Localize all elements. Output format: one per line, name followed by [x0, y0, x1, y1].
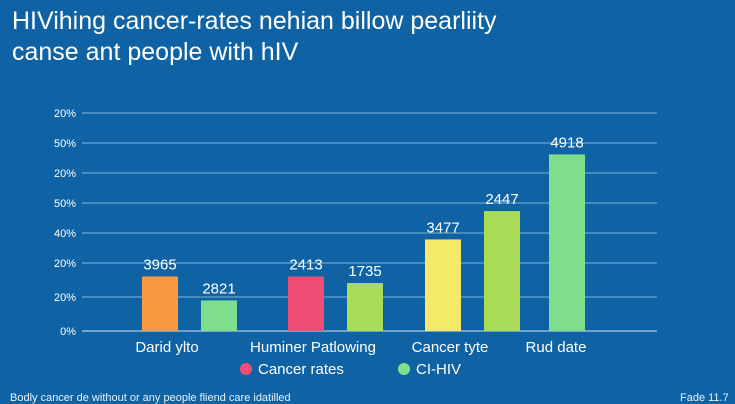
x-axis-labels: Darid ylto Huminer Patlowing Cancer tyte Ru… — [135, 339, 586, 356]
bar-value-labels: 3965 2821 2413 1735 3477 2447 4918 — [143, 134, 583, 297]
y-tick-label: 20% — [54, 292, 76, 304]
bar-value-label: 1735 — [348, 263, 381, 280]
x-category-label: Darid ylto — [135, 339, 198, 356]
bar-value-label: 3477 — [426, 219, 459, 236]
bar — [425, 239, 461, 331]
footer-note: Bodly cancer de without or any people fl… — [10, 392, 291, 404]
x-category-label: Cancer tyte — [412, 339, 489, 356]
footer-source: Fade 11.7 — [680, 392, 729, 404]
bar — [142, 276, 178, 331]
y-tick-label: 50% — [54, 198, 76, 210]
legend-swatch — [240, 363, 252, 375]
bar — [484, 211, 520, 331]
bars — [142, 154, 585, 331]
bar-value-label: 2413 — [289, 257, 322, 274]
legend-swatch — [398, 363, 410, 375]
y-tick-label: 40% — [54, 228, 76, 240]
legend-label: CI-HIV — [416, 361, 461, 378]
chart-title: HIVihing cancer-rates nehian billow pear… — [12, 6, 712, 68]
y-tick-label: 20% — [54, 108, 76, 120]
y-tick-label: 20% — [54, 258, 76, 270]
y-tick-label: 0% — [60, 326, 76, 338]
bar-value-label: 4918 — [550, 134, 583, 151]
bar — [288, 276, 324, 331]
bar — [549, 154, 585, 331]
bar-value-label: 3965 — [143, 257, 176, 274]
x-category-label: Rud date — [526, 339, 587, 356]
y-axis-ticks: 20% 50% 20% 50% 40% 20% 20% 0% — [54, 108, 76, 338]
bar-value-label: 2447 — [485, 191, 518, 208]
chart-title-line-2: canse ant people with hIV — [12, 38, 299, 66]
bar — [201, 300, 237, 331]
bar-value-label: 2821 — [202, 280, 235, 297]
legend-label: Cancer rates — [258, 361, 344, 378]
x-category-label: Huminer Patlowing — [250, 339, 376, 356]
bar — [347, 283, 383, 331]
chart-title-line-1: HIVihing cancer-rates nehian billow pear… — [12, 7, 497, 35]
y-tick-label: 50% — [54, 138, 76, 150]
legend: Cancer rates CI-HIV — [240, 361, 461, 378]
y-tick-label: 20% — [54, 168, 76, 180]
